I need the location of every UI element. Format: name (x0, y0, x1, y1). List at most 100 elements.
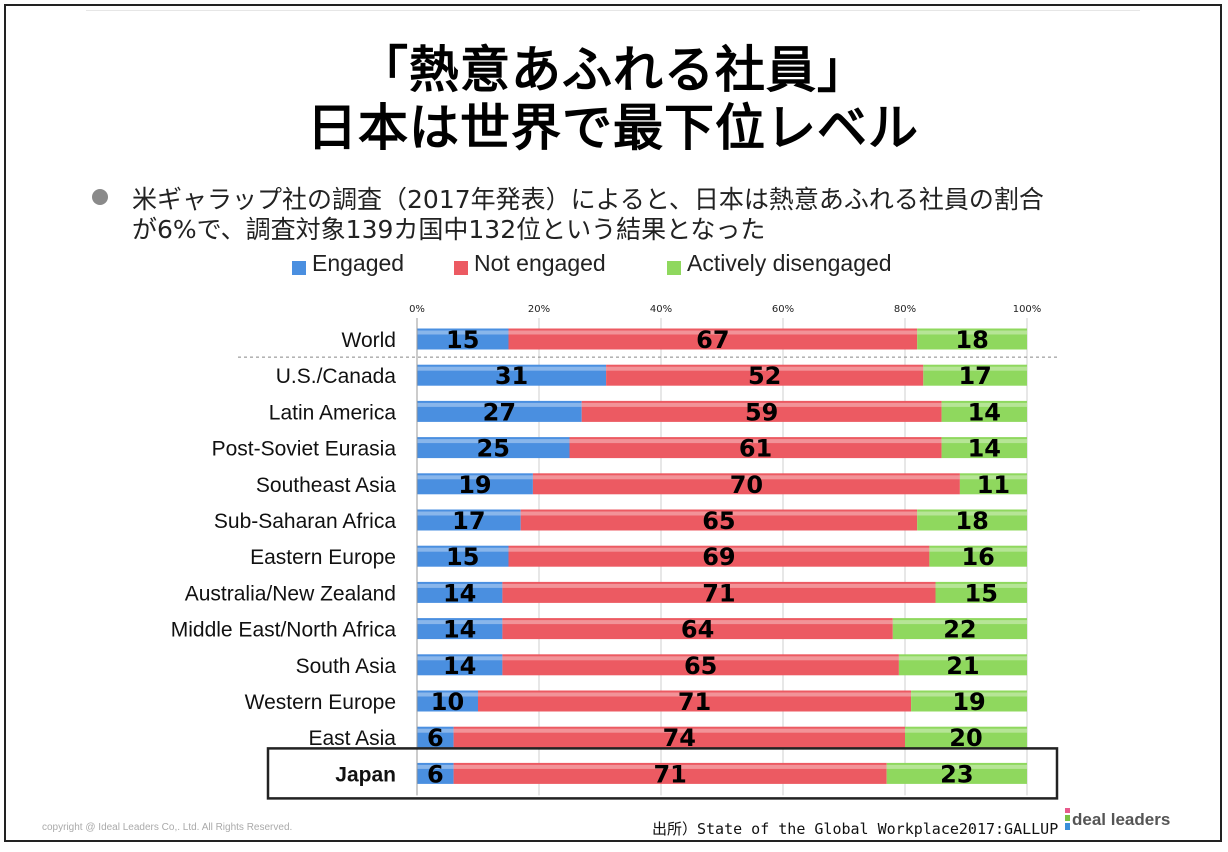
bar-segment (453, 762, 887, 784)
bar-segment (417, 545, 509, 567)
bar-segment-gloss (917, 511, 1027, 516)
data-label: 6 (427, 760, 444, 788)
bar-segment (417, 328, 509, 350)
bar-segment-gloss (502, 620, 893, 625)
tick-label: 40% (650, 304, 672, 315)
bar-segment-gloss (606, 366, 924, 371)
data-label: 19 (952, 688, 985, 716)
data-label: 21 (946, 652, 979, 680)
bar-segment (892, 618, 1027, 640)
data-label: 6 (427, 724, 444, 752)
data-label: 14 (443, 579, 476, 607)
top-rule (86, 10, 1140, 11)
bar-segment-gloss (508, 547, 930, 552)
data-label: 10 (431, 688, 464, 716)
bar-segment-gloss (417, 583, 503, 588)
bar-segment (886, 762, 1027, 784)
title-line-2: 日本は世界で最下位レベル (307, 99, 919, 157)
category-label: Sub-Saharan Africa (214, 510, 396, 533)
category-label: Australia/New Zealand (185, 582, 396, 605)
bar-segment (905, 726, 1027, 748)
bar-segment (417, 762, 454, 784)
tick-label: 60% (772, 304, 794, 315)
bar-segment-gloss (417, 439, 570, 444)
bar-segment-gloss (941, 439, 1027, 444)
bar-segment (941, 437, 1027, 459)
bar-segment (417, 726, 454, 748)
data-label: 64 (681, 616, 714, 644)
bar-segment (929, 545, 1027, 567)
data-label: 27 (483, 398, 516, 426)
logo-mark-dot-2 (1065, 815, 1070, 821)
bar-segment (417, 618, 503, 640)
data-label: 15 (446, 326, 479, 354)
bar-segment-gloss (569, 439, 942, 444)
data-label: 31 (495, 362, 528, 390)
bar-segment-gloss (417, 402, 582, 407)
legend-swatch-not-engaged (454, 261, 468, 275)
bar-segment-gloss (417, 511, 521, 516)
bullet-dot-icon (92, 189, 108, 205)
bar-segment (417, 654, 503, 676)
bar-segment (917, 509, 1027, 531)
bar-segment-gloss (453, 728, 905, 733)
bar-segment-gloss (502, 583, 936, 588)
category-label: Western Europe (245, 691, 396, 714)
bar-segment (502, 618, 893, 640)
data-label: 16 (961, 543, 994, 571)
bar-segment-gloss (905, 728, 1027, 733)
data-label: 65 (684, 652, 717, 680)
bar-segment-gloss (417, 366, 607, 371)
bar-segment-gloss (508, 330, 918, 335)
bullet-text-line-1: 米ギャラップ社の調査（2017年発表）によると、日本は熱意あふれる社員の割合 (132, 185, 1044, 214)
bar-segment-gloss (478, 692, 912, 697)
data-label: 25 (477, 435, 510, 463)
bar-segment (606, 364, 924, 386)
data-label: 15 (446, 543, 479, 571)
data-label: 14 (443, 616, 476, 644)
bar-segment (417, 473, 533, 495)
logo-mark-icon (1064, 808, 1071, 830)
bar-segment (508, 545, 930, 567)
data-label: 18 (955, 326, 988, 354)
data-label: 65 (702, 507, 735, 535)
data-label: 14 (968, 435, 1001, 463)
category-label: South Asia (296, 655, 397, 678)
bar-segment (417, 437, 570, 459)
bar-segment-gloss (917, 330, 1027, 335)
bullet-text-line-2: が6%で、調査対象139カ国中132位という結果となった (132, 215, 766, 244)
highlight-box (266, 747, 1059, 800)
bar-segment (569, 437, 942, 459)
category-label: East Asia (308, 727, 396, 750)
bar-segment-gloss (417, 764, 454, 769)
bar-segment (898, 654, 1027, 676)
copyright-notice: copyright @ Ideal Leaders Co,. Ltd. All … (42, 822, 293, 833)
bar-segment-gloss (892, 620, 1027, 625)
category-label: Southeast Asia (256, 474, 396, 497)
data-label: 19 (458, 471, 491, 499)
tick-label: 100% (1013, 304, 1042, 315)
data-label: 22 (943, 616, 976, 644)
source-citation: 出所）State of the Global Workplace2017:GAL… (652, 820, 1059, 838)
bar-segment (502, 654, 899, 676)
bar-segment-gloss (417, 620, 503, 625)
bar-segment (959, 473, 1027, 495)
bar-segment-gloss (581, 402, 942, 407)
bar-segment-gloss (453, 764, 887, 769)
category-label: Middle East/North Africa (171, 619, 397, 642)
bar-segment-gloss (417, 692, 478, 697)
bar-segment (417, 364, 607, 386)
data-label: 15 (965, 579, 998, 607)
data-label: 59 (745, 398, 778, 426)
data-label: 11 (977, 471, 1010, 499)
category-label: Japan (335, 763, 396, 786)
category-label: World (342, 329, 396, 352)
bar-segment (935, 581, 1027, 603)
data-label: 17 (452, 507, 485, 535)
legend-swatch-actively-disengaged (667, 261, 681, 275)
bar-segment-gloss (417, 656, 503, 661)
tick-label: 20% (528, 304, 550, 315)
bar-segment-gloss (520, 511, 918, 516)
logo-text: deal leaders (1072, 810, 1171, 829)
bar-segment (911, 690, 1027, 712)
